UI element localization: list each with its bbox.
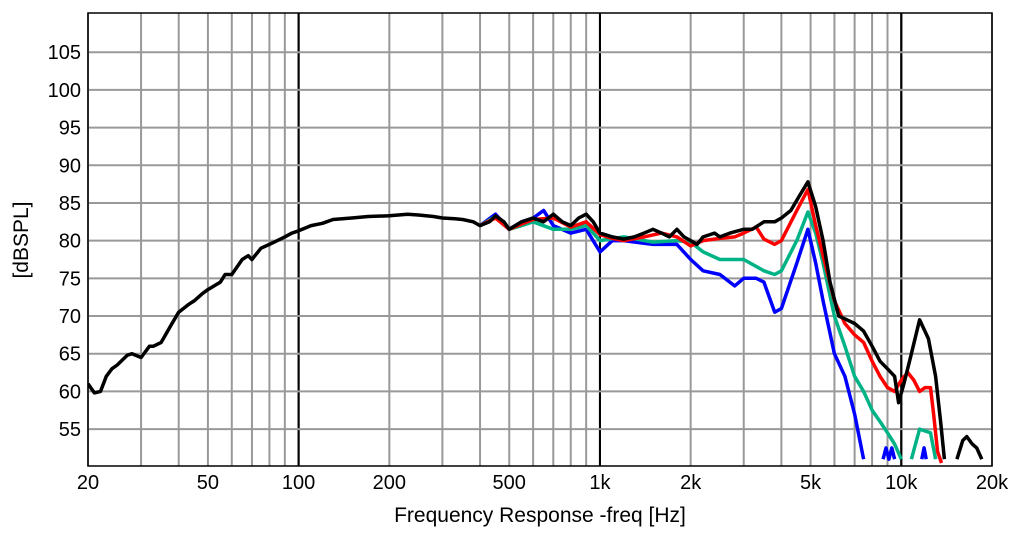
y-tick-label: 85: [59, 193, 81, 215]
y-tick-label: 100: [48, 80, 81, 102]
y-axis-label: [dBSPL]: [10, 201, 33, 278]
x-tick-label: 100: [282, 472, 315, 494]
y-tick-label: 60: [59, 381, 81, 403]
series-lines: [88, 180, 984, 464]
series-line-black: [88, 180, 984, 460]
plot-frame: [87, 12, 993, 467]
series-line-blue: [478, 208, 928, 461]
x-tick-label: 10k: [885, 472, 918, 494]
x-tick-labels: 20 50 100 200 500 1k 2k 5k 10k 20k: [77, 472, 1009, 494]
y-tick-label: 75: [59, 268, 81, 290]
y-tick-label: 105: [48, 42, 81, 64]
y-tick-label: 80: [59, 231, 81, 253]
y-tick-label: 70: [59, 306, 81, 328]
x-tick-label: 20: [77, 472, 99, 494]
x-tick-label: 500: [493, 472, 526, 494]
x-axis-label: Frequency Response -freq [Hz]: [394, 504, 686, 527]
y-tick-label: 90: [59, 155, 81, 177]
x-tick-label: 20k: [976, 472, 1009, 494]
series-line-green: [479, 210, 938, 460]
x-tick-label: 2k: [680, 472, 702, 494]
x-tick-label: 50: [197, 472, 219, 494]
x-tick-label: 200: [373, 472, 406, 494]
x-tick-label: 5k: [800, 472, 822, 494]
grid: [87, 13, 993, 466]
y-tick-label: 65: [59, 344, 81, 366]
y-tick-label: 95: [59, 118, 81, 140]
x-tick-label: 1k: [589, 472, 611, 494]
y-tick-labels: 55 60 65 70 75 80 85 90 95 100 105: [48, 42, 81, 441]
y-tick-label: 55: [59, 419, 81, 441]
